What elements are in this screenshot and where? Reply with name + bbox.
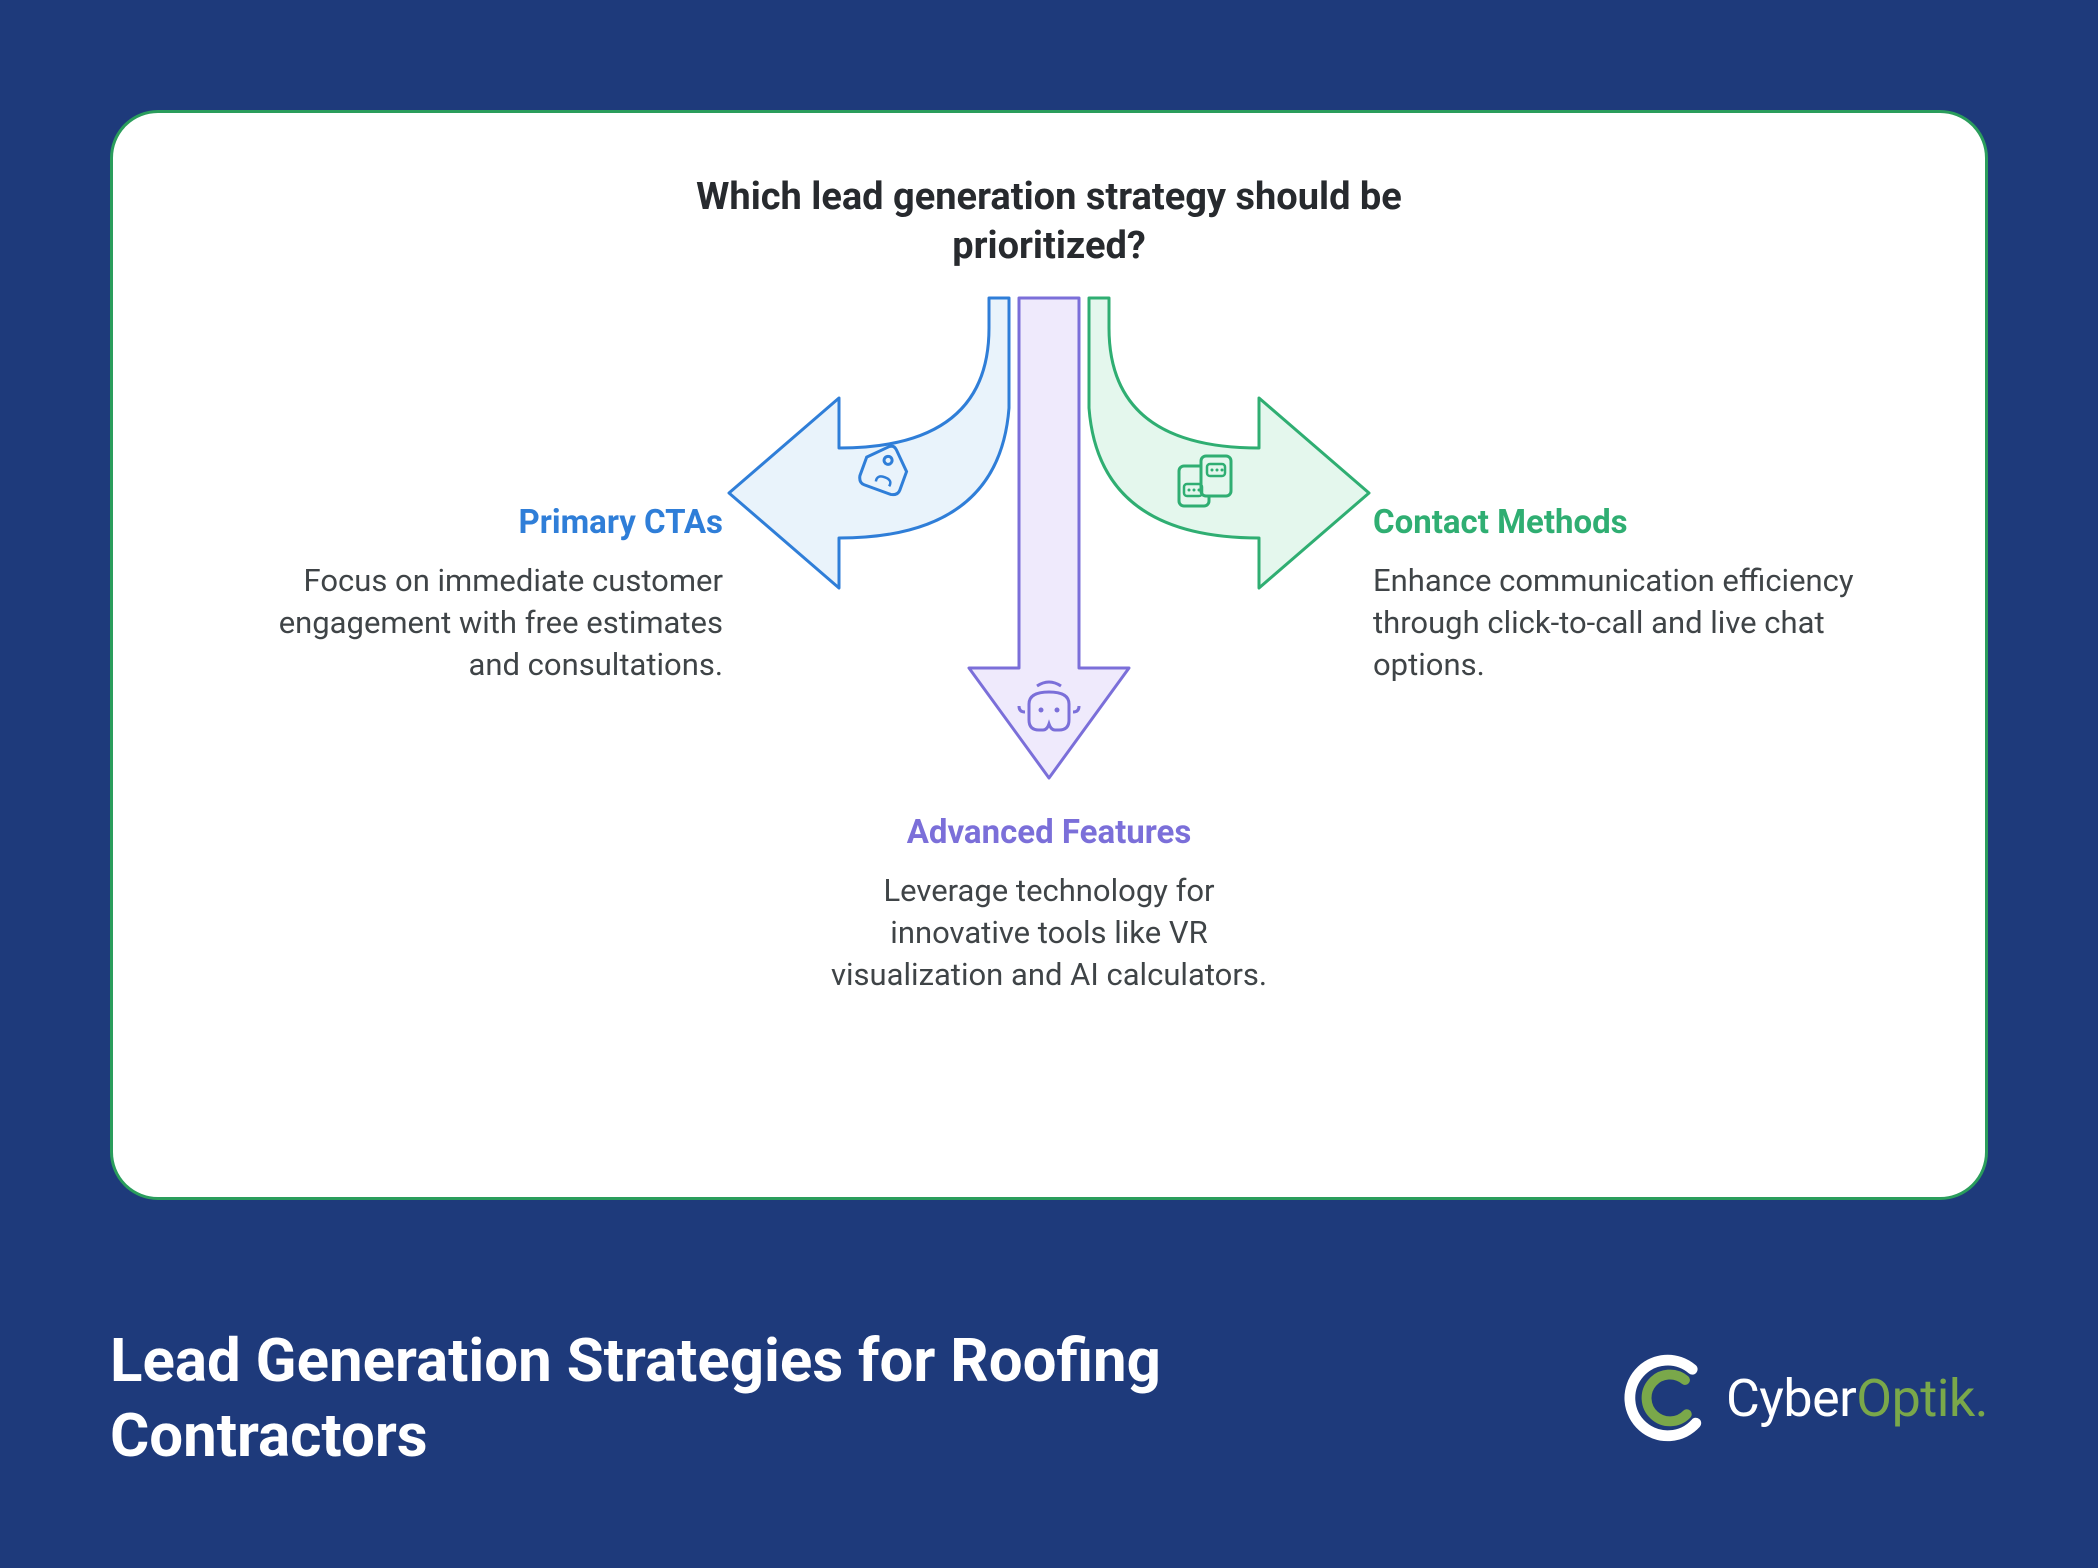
logo-text-primary: Cyber — [1726, 1368, 1856, 1429]
branch-center-body: Leverage technology for innovative tools… — [814, 870, 1284, 996]
infographic-card: Which lead generation strategy should be… — [110, 110, 1988, 1200]
branch-left-body: Focus on immediate customer engagement w… — [253, 560, 723, 686]
branch-center-title: Advanced Features — [814, 813, 1284, 852]
footer: Lead Generation Strategies for Roofing C… — [110, 1323, 1988, 1473]
arrow-left — [729, 298, 1009, 588]
logo-text: CyberOptik. — [1726, 1368, 1988, 1429]
arrow-right — [1089, 298, 1369, 588]
logo-mark-icon — [1622, 1353, 1712, 1443]
footer-title: Lead Generation Strategies for Roofing C… — [110, 1323, 1210, 1473]
branch-right-body: Enhance communication efficiency through… — [1373, 560, 1863, 686]
branch-right-title: Contact Methods — [1373, 503, 1863, 542]
branch-center: Advanced Features Leverage technology fo… — [814, 813, 1284, 996]
brand-logo: CyberOptik. — [1622, 1353, 1988, 1443]
question-heading: Which lead generation strategy should be… — [649, 173, 1449, 272]
branch-left-title: Primary CTAs — [253, 503, 723, 542]
page-outer: Which lead generation strategy should be… — [0, 0, 2098, 1568]
branching-arrows — [689, 288, 1409, 808]
branch-left: Primary CTAs Focus on immediate customer… — [253, 503, 723, 686]
branch-right: Contact Methods Enhance communication ef… — [1373, 503, 1863, 686]
logo-text-secondary: Optik. — [1856, 1368, 1988, 1429]
